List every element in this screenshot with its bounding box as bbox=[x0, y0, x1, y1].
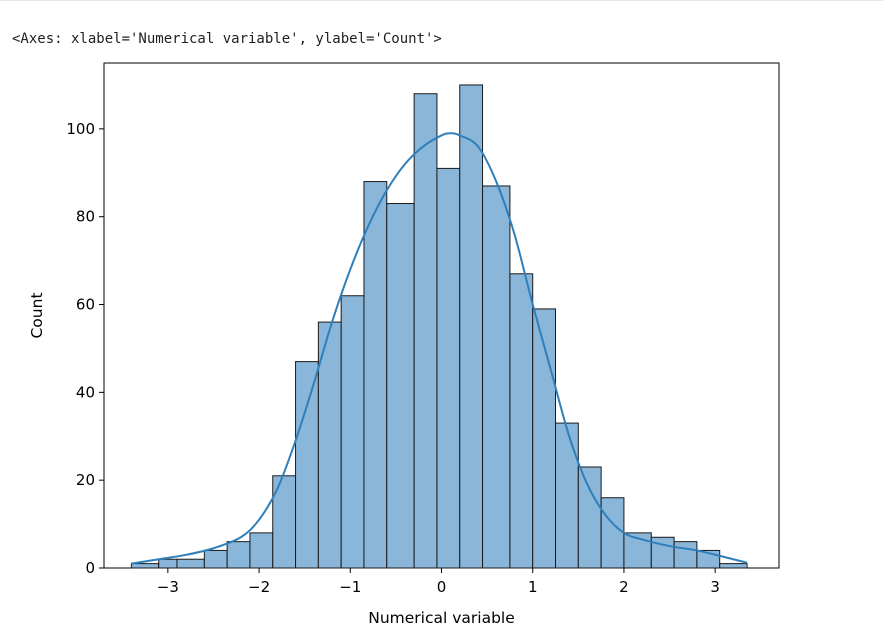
histogram-bar bbox=[623, 532, 652, 569]
y-tick-label: 0 bbox=[85, 559, 95, 577]
histogram-bar bbox=[436, 167, 461, 569]
y-tick-label: 60 bbox=[76, 296, 95, 314]
y-axis-ticks: 0 20 40 60 80 100 bbox=[66, 120, 104, 577]
cell-divider bbox=[0, 0, 883, 1]
x-axis-label: Numerical variable bbox=[368, 609, 515, 627]
histogram-bar bbox=[203, 549, 228, 569]
histogram-bar bbox=[509, 273, 534, 569]
x-tick-label: 1 bbox=[528, 578, 538, 596]
histogram-bar bbox=[363, 181, 388, 569]
x-tick-label: −2 bbox=[248, 578, 270, 596]
histogram-bar bbox=[555, 422, 579, 569]
histogram-bar bbox=[249, 532, 274, 569]
y-tick-label: 40 bbox=[76, 383, 95, 401]
histogram-bar bbox=[719, 563, 748, 569]
x-tick-label: 3 bbox=[710, 578, 720, 596]
x-axis-ticks: −3 −2 −1 0 1 2 3 bbox=[157, 568, 720, 596]
x-tick-label: 0 bbox=[437, 578, 447, 596]
histogram-bar bbox=[176, 558, 205, 569]
axes-repr-text: <Axes: xlabel='Numerical variable', ylab… bbox=[12, 31, 442, 47]
histogram-bar bbox=[459, 84, 484, 569]
x-tick-label: −1 bbox=[339, 578, 361, 596]
x-tick-label: 2 bbox=[619, 578, 629, 596]
kde-line bbox=[131, 132, 748, 565]
y-tick-label: 100 bbox=[66, 120, 95, 138]
histogram-bar bbox=[577, 466, 602, 569]
histogram-bar bbox=[340, 295, 365, 569]
histogram-bars bbox=[130, 84, 748, 569]
y-tick-label: 20 bbox=[76, 471, 95, 489]
y-axis-label: Count bbox=[28, 292, 46, 338]
x-tick-label: −3 bbox=[157, 578, 179, 596]
histogram-bar bbox=[386, 203, 415, 569]
histogram-bar bbox=[295, 361, 319, 569]
histogram-bar bbox=[413, 93, 438, 569]
histogram-bar bbox=[130, 563, 160, 569]
histogram-bar bbox=[600, 497, 625, 569]
histogram-bar bbox=[158, 558, 178, 569]
histogram-bar bbox=[482, 185, 511, 569]
histogram-bar bbox=[226, 541, 251, 569]
y-tick-label: 80 bbox=[76, 208, 95, 226]
histogram-bar bbox=[673, 541, 698, 569]
